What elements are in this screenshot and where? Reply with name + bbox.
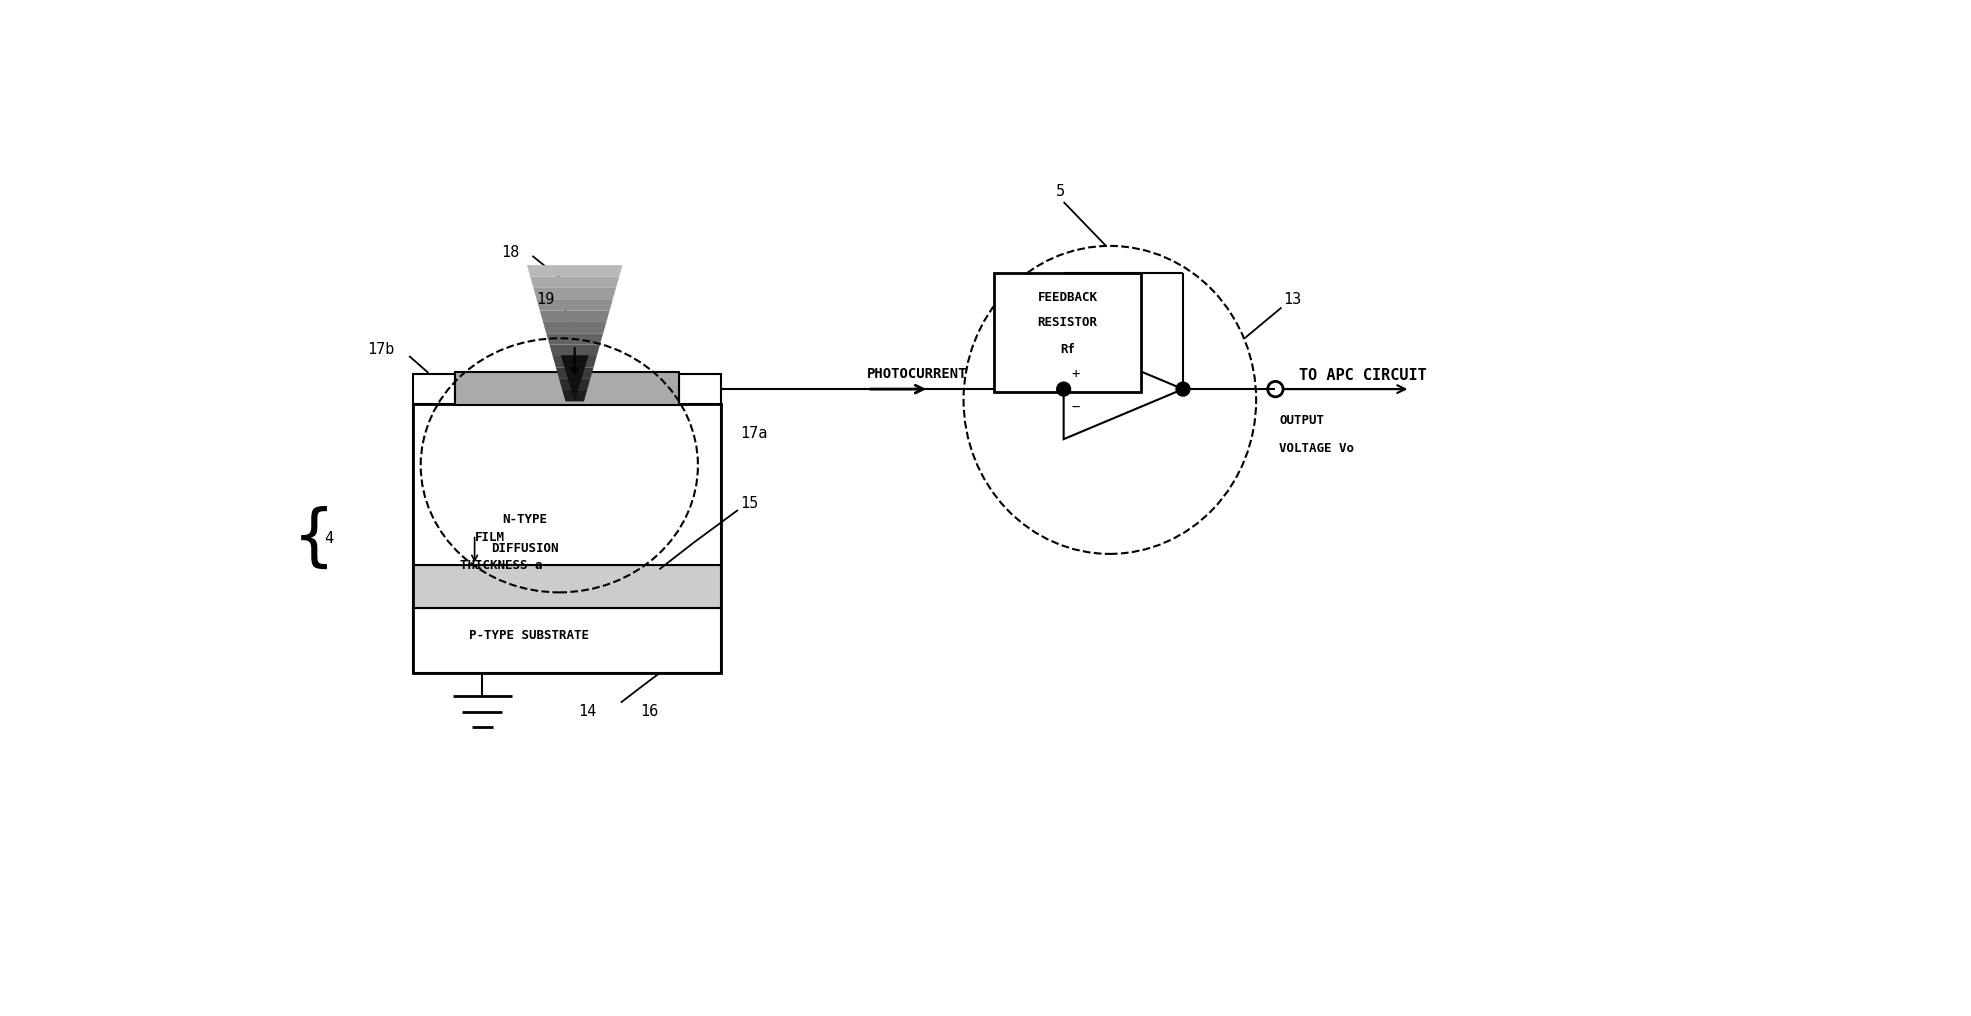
Text: FEEDBACK: FEEDBACK [1037,291,1098,304]
Polygon shape [542,322,607,333]
Text: TO APC CIRCUIT: TO APC CIRCUIT [1299,368,1427,383]
Text: Rf: Rf [1060,343,1074,357]
Text: FILM: FILM [475,530,505,544]
Text: PHOTOCURRENT: PHOTOCURRENT [867,367,968,381]
Bar [455,372,678,405]
Text: 14: 14 [579,704,597,718]
Polygon shape [540,311,609,322]
Text: 17a: 17a [741,427,767,441]
Text: RESISTOR: RESISTOR [1037,316,1098,329]
Polygon shape [534,288,617,300]
Circle shape [1056,382,1070,396]
Bar [414,403,721,674]
Bar [414,403,721,566]
Polygon shape [562,390,587,401]
Polygon shape [1064,339,1183,439]
Polygon shape [562,356,589,401]
Text: 18: 18 [501,246,520,260]
Text: 4: 4 [325,531,333,546]
Polygon shape [526,265,623,276]
Text: 15: 15 [741,496,759,511]
Text: 16: 16 [641,704,658,718]
Text: −: − [1070,400,1080,414]
Text: P-TYPE SUBSTRATE: P-TYPE SUBSTRATE [469,629,589,641]
Text: N-TYPE: N-TYPE [503,513,548,526]
Polygon shape [530,276,619,288]
Polygon shape [550,344,599,356]
Text: VOLTAGE Vo: VOLTAGE Vo [1279,442,1354,455]
Polygon shape [546,333,603,344]
Bar [414,608,721,674]
Text: 5: 5 [1056,184,1064,199]
Text: THICKNESS a: THICKNESS a [461,559,542,572]
Bar [993,273,1141,392]
Bar [678,375,721,403]
Text: 13: 13 [1283,292,1301,307]
Bar [414,566,721,608]
Text: +: + [1070,367,1080,381]
Polygon shape [552,356,597,368]
Text: {: { [294,506,333,571]
Text: DIFFUSION: DIFFUSION [491,542,558,555]
Polygon shape [556,368,593,379]
Text: 19: 19 [536,292,554,307]
Bar [414,375,455,403]
Circle shape [1177,382,1190,396]
Bar [455,372,678,405]
Text: OUTPUT: OUTPUT [1279,414,1325,427]
Polygon shape [560,379,591,390]
Polygon shape [536,300,613,311]
Text: 17b: 17b [367,341,394,357]
